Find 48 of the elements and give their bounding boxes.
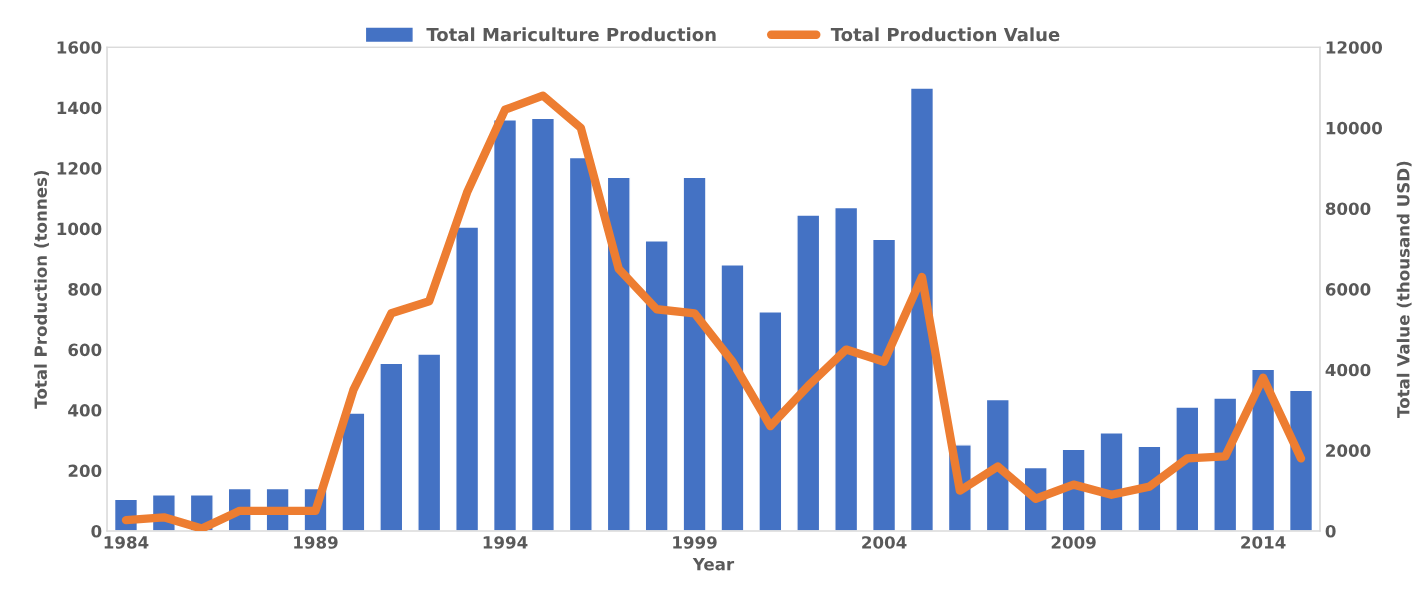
x-tick-label: 2014 — [1241, 536, 1286, 549]
y-tick-label: 400 — [68, 404, 102, 417]
bar — [720, 264, 745, 531]
y-tick-label: 1400 — [57, 101, 102, 115]
bar — [682, 176, 707, 531]
bar — [872, 238, 897, 531]
y2-tick-label: 0 — [1325, 524, 1336, 538]
x-tick-label: 1999 — [673, 536, 717, 549]
y-tick-label: 600 — [68, 343, 102, 357]
bar — [530, 117, 555, 531]
y2-tick-label: 8000 — [1325, 202, 1371, 216]
x-tick-label: 2009 — [1051, 536, 1096, 549]
bar — [758, 311, 783, 531]
bar — [834, 206, 859, 531]
y-tick-label: 1200 — [57, 162, 102, 175]
x-tick-label: 1994 — [483, 536, 528, 549]
bar — [985, 398, 1010, 531]
bar — [606, 176, 631, 531]
bar — [909, 87, 935, 531]
y-axis-title: Total Production (tonnes) — [34, 170, 49, 409]
x-tick-label: 2004 — [862, 536, 907, 549]
bar — [417, 353, 442, 531]
y-tick-label: 1000 — [57, 222, 102, 236]
y2-tick-label: 12000 — [1326, 41, 1383, 54]
bar — [379, 362, 404, 531]
legend-label: Total Mariculture Production — [426, 27, 716, 42]
y2-axis-title: Total Value (thousand USD) — [1396, 161, 1412, 418]
bar — [341, 412, 366, 531]
y2-tick-label: 6000 — [1325, 283, 1371, 296]
y2-tick-label: 2000 — [1326, 444, 1371, 457]
bar — [796, 214, 821, 531]
bar — [568, 156, 593, 531]
y-tick-label: 800 — [68, 283, 102, 296]
bar — [492, 119, 518, 531]
x-axis-title: Year — [692, 558, 735, 571]
x-tick-label: 1989 — [294, 536, 338, 549]
y-tick-label: 0 — [91, 524, 102, 538]
y2-tick-label: 10000 — [1326, 121, 1383, 135]
bar — [1175, 406, 1200, 531]
y2-tick-label: 4000 — [1325, 363, 1371, 377]
y-tick-label: 1600 — [57, 41, 102, 54]
bar — [1099, 432, 1124, 531]
x-tick-label: 1984 — [104, 536, 149, 549]
bar — [455, 226, 480, 531]
bar — [1288, 389, 1314, 531]
bar — [644, 240, 669, 531]
legend-label: Total Production Value — [830, 27, 1060, 42]
y-tick-label: 200 — [68, 464, 102, 478]
